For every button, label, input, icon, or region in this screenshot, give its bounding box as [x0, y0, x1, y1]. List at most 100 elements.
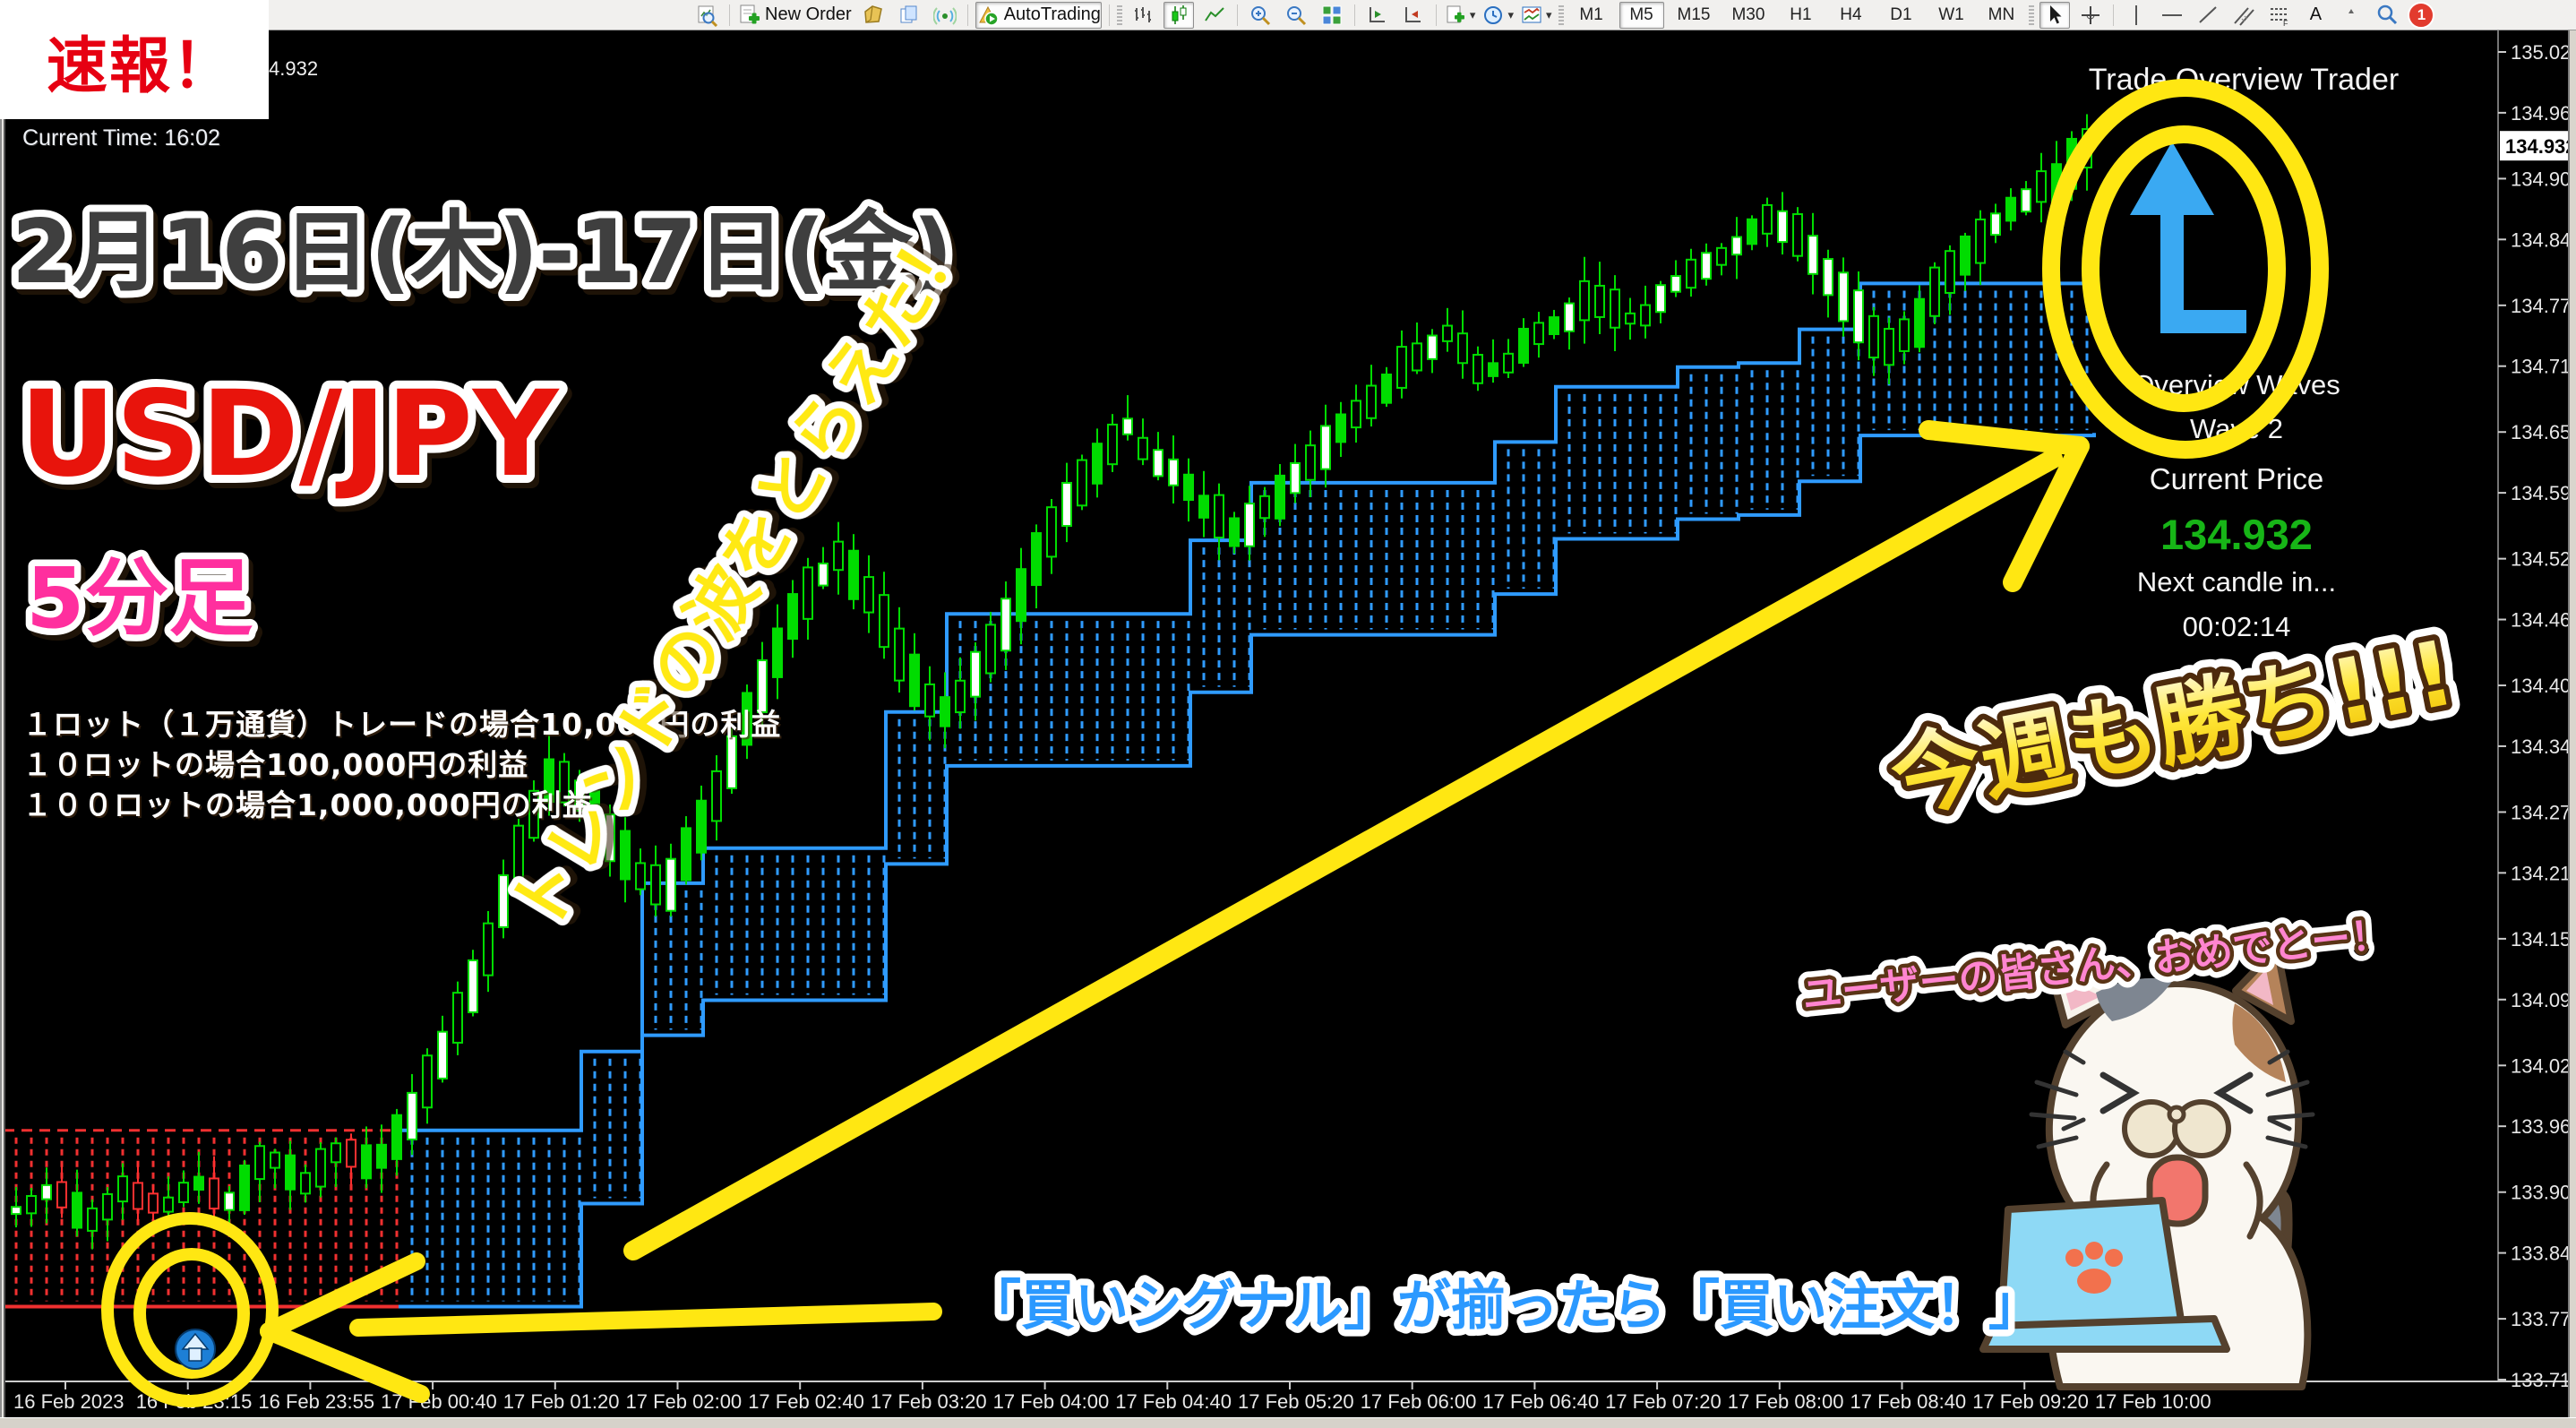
horizontal-line-icon — [2162, 13, 2183, 16]
toolbar-separator — [1353, 4, 1355, 26]
search-button[interactable] — [2372, 2, 2402, 29]
zoom-in-button[interactable] — [1245, 2, 1275, 29]
bar-chart-button[interactable] — [1128, 2, 1158, 29]
svg-text:133.965: 133.965 — [2511, 1115, 2576, 1138]
timeframe-h1[interactable]: H1 — [1790, 4, 1812, 24]
indicator-current-time: Current Time: 16:02 — [22, 125, 220, 151]
svg-text:17 Feb 02:00: 17 Feb 02:00 — [626, 1390, 743, 1413]
toolbar-drag-handle[interactable] — [2029, 4, 2035, 25]
cursor-icon — [2050, 4, 2062, 23]
timeframe-d1[interactable]: D1 — [1890, 4, 1912, 24]
text-tool[interactable]: A — [2300, 2, 2331, 29]
svg-text:134.400: 134.400 — [2511, 675, 2576, 697]
chart-title-fragment: 4.932 — [269, 57, 319, 80]
timeframe-h4[interactable]: H4 — [1840, 4, 1862, 24]
svg-text:134.840: 134.840 — [2511, 228, 2576, 251]
search-icon — [2378, 4, 2398, 24]
symbol-caption: USD/JPY — [12, 357, 568, 512]
timeframe-m1[interactable]: M1 — [1579, 4, 1603, 24]
timeframe-m30[interactable]: M30 — [1731, 4, 1765, 24]
template-icon — [1447, 5, 1464, 22]
timeframe-m15[interactable]: M15 — [1677, 4, 1711, 24]
notification-badge[interactable]: 1 — [2408, 1, 2435, 29]
line-chart-icon — [1205, 6, 1224, 22]
new-order-label: New Order — [765, 4, 852, 24]
trendline-tool[interactable] — [2193, 2, 2223, 29]
line-chart-button[interactable] — [1199, 2, 1230, 29]
svg-text:17 Feb 04:00: 17 Feb 04:00 — [993, 1390, 1110, 1413]
svg-text:16 Feb 23:55: 16 Feb 23:55 — [258, 1390, 374, 1413]
breaking-news-label: 速報！ — [47, 31, 236, 102]
signal-caption: 「買いシグナル」が揃ったら「買い注文！」 — [961, 1269, 2049, 1345]
svg-text:USD/JPY: USD/JPY — [20, 366, 560, 503]
chart-preview-button[interactable] — [691, 2, 722, 29]
profit-line: １０ロットの場合100,000円の利益 — [22, 747, 529, 782]
toolbar-separator — [966, 4, 968, 26]
history-center-button[interactable] — [858, 2, 889, 29]
cursor-tool-button[interactable] — [2039, 1, 2071, 29]
toolbar-drag-handle[interactable] — [1116, 4, 1122, 25]
chevron-down-icon: ▾ — [1469, 7, 1476, 22]
svg-text:134.715: 134.715 — [2511, 356, 2576, 378]
timeframe-mn[interactable]: MN — [1988, 4, 2015, 24]
current-price-label: 134.932 — [2505, 135, 2576, 158]
svg-text:17 Feb 08:40: 17 Feb 08:40 — [1850, 1390, 1967, 1413]
toolbar-drag-handle[interactable] — [1558, 4, 1564, 25]
svg-text:134.650: 134.650 — [2511, 421, 2576, 443]
timeframe-w1[interactable]: W1 — [1938, 4, 1964, 24]
svg-text:「買いシグナル」が揃ったら「買い注文！」: 「買いシグナル」が揃ったら「買い注文！」 — [967, 1275, 2042, 1338]
chevron-down-icon: ▾ — [1507, 7, 1514, 22]
auto-scroll-button[interactable] — [1362, 2, 1393, 29]
toolbar: New Order — [0, 0, 2576, 30]
zoom-out-button[interactable] — [1281, 2, 1311, 29]
timeframe-m5[interactable]: M5 — [1619, 1, 1664, 29]
periods-dropdown[interactable]: ▾ — [1481, 2, 1515, 29]
strategy-tester-button[interactable] — [894, 2, 924, 29]
crosshair-tool-button[interactable] — [2075, 2, 2106, 29]
tile-windows-button[interactable] — [1317, 2, 1347, 29]
svg-text:134.775: 134.775 — [2511, 295, 2576, 317]
book-icon — [863, 4, 882, 23]
horizontal-line-tool[interactable] — [2157, 2, 2187, 29]
svg-text:17 Feb 06:00: 17 Feb 06:00 — [1361, 1390, 1477, 1413]
channel-icon — [2234, 6, 2255, 26]
svg-text:134.525: 134.525 — [2511, 548, 2576, 571]
svg-text:134.590: 134.590 — [2511, 482, 2576, 504]
svg-text:135.025: 135.025 — [2511, 41, 2576, 64]
cat-eyes — [2061, 1049, 2292, 1131]
svg-text:133.775: 133.775 — [2511, 1308, 2576, 1330]
autotrading-button[interactable]: AutoTrading — [975, 1, 1102, 29]
svg-text:17 Feb 05:20: 17 Feb 05:20 — [1238, 1390, 1354, 1413]
toolbar-separator — [1236, 4, 1238, 26]
candlestick-chart-button[interactable] — [1163, 1, 1194, 29]
svg-text:133.840: 133.840 — [2511, 1243, 2576, 1265]
svg-text:17 Feb 09:20: 17 Feb 09:20 — [1972, 1390, 2089, 1413]
new-order-button[interactable]: New Order — [737, 2, 853, 29]
toolbar-separator — [1435, 4, 1437, 26]
arrows-tool[interactable] — [2336, 2, 2366, 29]
chart-preview-icon — [698, 5, 718, 27]
auto-scroll-icon — [1369, 6, 1385, 22]
signals-button[interactable] — [930, 2, 960, 29]
toolbar-separator — [1108, 4, 1110, 26]
zoom-out-icon — [1286, 5, 1306, 25]
templates-dropdown[interactable]: ▾ — [1444, 2, 1477, 29]
vertical-line-icon — [2135, 4, 2138, 25]
fibonacci-tool[interactable]: F — [2264, 2, 2295, 29]
vertical-line-tool[interactable] — [2121, 2, 2151, 29]
svg-text:134.215: 134.215 — [2511, 862, 2576, 884]
candlestick-icon — [1172, 4, 1187, 24]
indicators-dropdown[interactable]: ▾ — [1520, 2, 1553, 29]
text-tool-label: A — [2309, 4, 2323, 24]
svg-text:134.090: 134.090 — [2511, 989, 2576, 1011]
chevron-down-icon: ▾ — [1545, 7, 1552, 22]
svg-text:17 Feb 01:20: 17 Feb 01:20 — [503, 1390, 620, 1413]
window-right-border — [2568, 30, 2576, 1428]
channel-tool[interactable] — [2228, 2, 2259, 29]
breaking-news-banner: 速報！ — [0, 0, 269, 119]
window-left-border — [0, 30, 5, 1428]
trendline-icon — [2199, 5, 2218, 23]
svg-text:134.965: 134.965 — [2511, 102, 2576, 125]
chart-shift-button[interactable] — [1398, 2, 1429, 29]
